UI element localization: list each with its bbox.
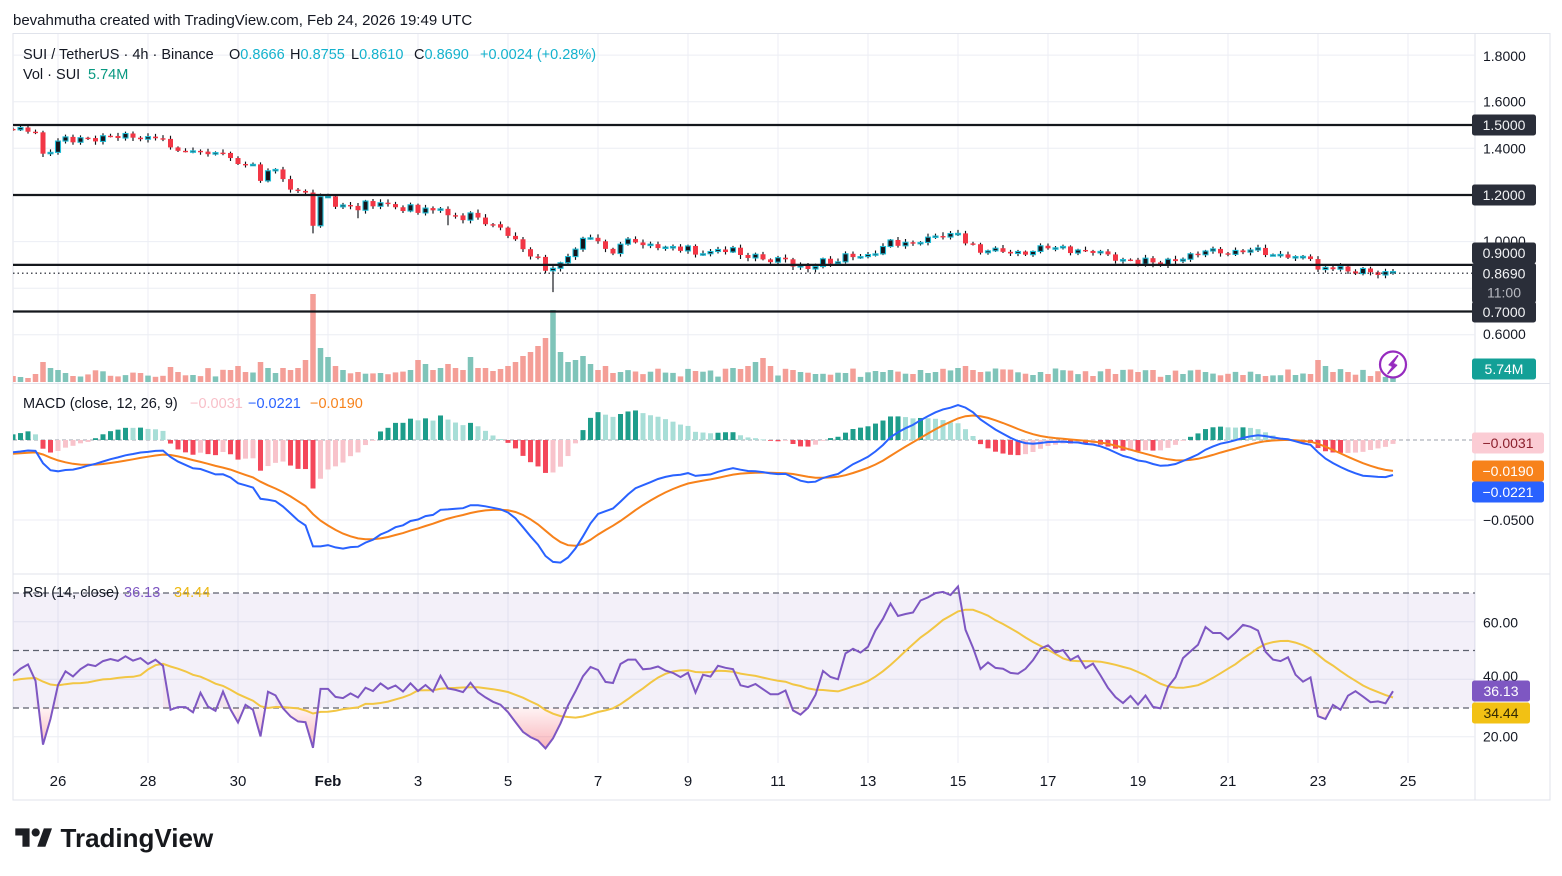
svg-text:36.13: 36.13	[1483, 683, 1518, 699]
svg-text:Feb: Feb	[315, 773, 342, 790]
svg-text:23: 23	[1310, 773, 1327, 790]
svg-text:5: 5	[504, 773, 512, 790]
svg-text:17: 17	[1040, 773, 1057, 790]
svg-text:TradingView: TradingView	[61, 823, 214, 853]
svg-text:−0.0031: −0.0031	[1483, 435, 1534, 451]
svg-text:19: 19	[1130, 773, 1147, 790]
svg-text:MACD (close, 12, 26, 9)−0.0031: MACD (close, 12, 26, 9) −0.0031 −0.0221 −0.…	[23, 396, 363, 412]
svg-text:11:00: 11:00	[1487, 285, 1521, 301]
svg-text:1.5000: 1.5000	[1483, 117, 1526, 133]
svg-text:1.4000: 1.4000	[1483, 141, 1526, 157]
svg-text:1.2000: 1.2000	[1483, 187, 1526, 203]
svg-text:30: 30	[230, 773, 247, 790]
svg-text:5.74M: 5.74M	[1485, 361, 1524, 377]
svg-text:7: 7	[594, 773, 602, 790]
svg-text:34.44: 34.44	[1483, 705, 1518, 721]
svg-text:1.6000: 1.6000	[1483, 94, 1526, 110]
svg-text:40.00: 40.00	[1483, 668, 1518, 684]
svg-text:0.7000: 0.7000	[1483, 304, 1526, 320]
svg-text:−0.0221: −0.0221	[1483, 484, 1534, 500]
svg-text:21: 21	[1220, 773, 1237, 790]
svg-text:15: 15	[950, 773, 967, 790]
svg-text:28: 28	[140, 773, 157, 790]
svg-text:25: 25	[1400, 773, 1417, 790]
svg-text:13: 13	[860, 773, 877, 790]
svg-text:3: 3	[414, 773, 422, 790]
svg-text:11: 11	[770, 773, 786, 790]
svg-text:20.00: 20.00	[1483, 729, 1518, 745]
svg-text:0.6000: 0.6000	[1483, 326, 1526, 342]
svg-text:−0.0500: −0.0500	[1483, 512, 1534, 528]
svg-text:60.00: 60.00	[1483, 615, 1518, 631]
svg-text:bevahmutha created with Tradin: bevahmutha created with TradingView.com,…	[13, 12, 472, 29]
svg-text:0.9000: 0.9000	[1483, 245, 1526, 261]
svg-text:1.8000: 1.8000	[1483, 48, 1526, 64]
svg-text:0.8690: 0.8690	[1483, 266, 1526, 282]
svg-text:9: 9	[684, 773, 692, 790]
svg-text:Vol · SUI 5.74M: Vol · SUI 5.74M	[23, 67, 128, 83]
svg-text:−0.0190: −0.0190	[1483, 463, 1534, 479]
svg-text:26: 26	[50, 773, 67, 790]
